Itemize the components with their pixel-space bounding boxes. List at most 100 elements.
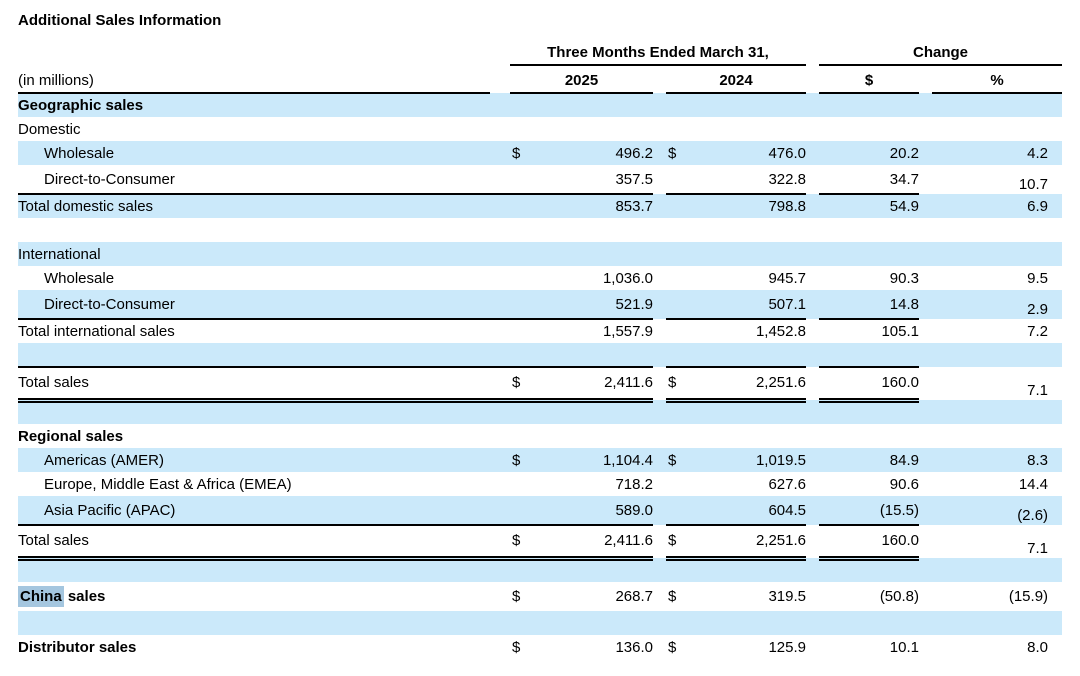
currency-symbol-2024 [666,266,688,290]
spacer-cell [806,93,819,117]
change-dollar-value: 84.9 [819,448,919,472]
currency-symbol-2024 [666,165,688,194]
table-row: China sales $268.7 $319.5 (50.8) (15.9) [18,582,1062,611]
spacer-cell [919,611,932,635]
row-label: Total sales [18,524,490,561]
spacer-cell [653,472,666,496]
table-row: Wholesale 1,036.0 945.7 90.3 9.5 [18,266,1062,290]
currency-symbol-2025 [510,165,532,194]
spacer-cell [653,242,666,266]
change-percent-value: 8.0 [1027,638,1049,656]
value-2025: 2,411.6 [532,366,653,403]
currency-symbol-2025 [510,242,532,266]
spacer-cell [653,424,666,448]
change-percent-value: 6.9 [932,194,1063,218]
currency-symbol-2024: $ [666,141,688,165]
spacer-cell [919,472,932,496]
spacer-cell [653,141,666,165]
change-dollar-value [819,242,919,266]
spacer-cell [653,367,666,400]
year-2024-header: 2024 [666,65,806,94]
row-label: Europe, Middle East & Africa (EMEA) [44,475,292,493]
spacer-cell [490,93,510,117]
spacer-cell [490,524,510,561]
spacer-cell [490,366,510,403]
spacer-cell [806,343,819,367]
value-2024: 1,452.8 [688,318,806,343]
value-2025: 853.7 [532,193,653,218]
spacer-cell [490,343,510,367]
table-row: Wholesale $496.2 $476.0 20.2 4.2 [18,141,1063,165]
change-dollar-value [819,611,919,635]
spacer-cell [919,141,932,165]
row-label: China sales [18,582,490,611]
spacer-cell [806,319,819,343]
currency-symbol-2025 [510,496,532,525]
currency-symbol-2024: $ [668,588,677,605]
change-dollar-value [819,218,919,242]
spacer-row [18,611,1063,635]
change-percent-value [932,558,1063,582]
change-percent-value: 2.9 [932,290,1063,319]
spacer-cell [653,290,666,319]
currency-symbol-2025 [510,218,532,242]
currency-symbol-2024: $ [666,524,688,561]
spacer-cell [806,266,819,290]
currency-symbol-2025: $ [510,141,532,165]
currency-symbol-2025: $ [512,588,521,605]
spacer-row [18,558,1063,582]
currency-symbol-2024 [666,117,688,141]
spacer-cell [806,635,819,659]
change-percent-value: 8.3 [932,448,1063,472]
change-percent-value [932,400,1063,424]
change-percent-header: % [932,65,1063,94]
spacer-cell [806,558,819,582]
value-2024: 945.7 [768,269,806,287]
spacer-cell [806,117,819,141]
spacer-cell [490,611,510,635]
table-row: Direct-to-Consumer 521.9 507.1 14.8 2.9 [18,290,1063,319]
spacer-row [18,343,1063,367]
spacer-cell [653,635,666,659]
spacer-cell [653,343,666,367]
change-dollar-value: 54.9 [819,193,919,218]
spacer-cell [653,266,666,290]
spacer-cell [919,635,932,659]
currency-symbol-2025 [510,117,532,141]
value-2024 [688,93,806,117]
currency-symbol-2024 [666,343,688,367]
spacer-cell [490,448,510,472]
row-label: Wholesale [18,141,490,165]
value-2025: 2,411.6 [532,524,653,561]
table-row: Domestic [18,117,1062,141]
spacer-cell [919,117,932,141]
value-2025: 521.9 [532,290,653,319]
value-2025 [532,117,653,141]
currency-symbol-2025 [510,318,532,343]
value-2024: 125.9 [768,638,806,656]
currency-symbol-2025 [510,93,532,117]
search-highlight: China [18,586,64,607]
row-label: Direct-to-Consumer [18,290,490,319]
change-dollar-header: $ [819,65,919,94]
change-dollar-value: (50.8) [879,588,919,605]
row-label [18,343,490,367]
spacer-cell [806,400,819,424]
spacer-cell [806,65,819,93]
change-group-header: Change [819,41,1063,66]
spacer-row [18,400,1063,424]
spacer-cell [806,218,819,242]
value-2025: 268.7 [615,588,653,605]
currency-symbol-2024: $ [666,448,688,472]
change-percent-value: 7.1 [1027,540,1049,557]
spacer-cell [653,611,666,635]
change-percent-value: 14.4 [1018,475,1049,493]
value-2025 [532,400,653,424]
change-dollar-value: 10.1 [889,638,919,656]
spacer-cell [490,193,510,218]
value-2024 [688,343,806,367]
row-label: Geographic sales [18,93,490,117]
spacer-cell [919,424,932,448]
spacer-cell [490,117,510,141]
row-label [18,400,490,424]
